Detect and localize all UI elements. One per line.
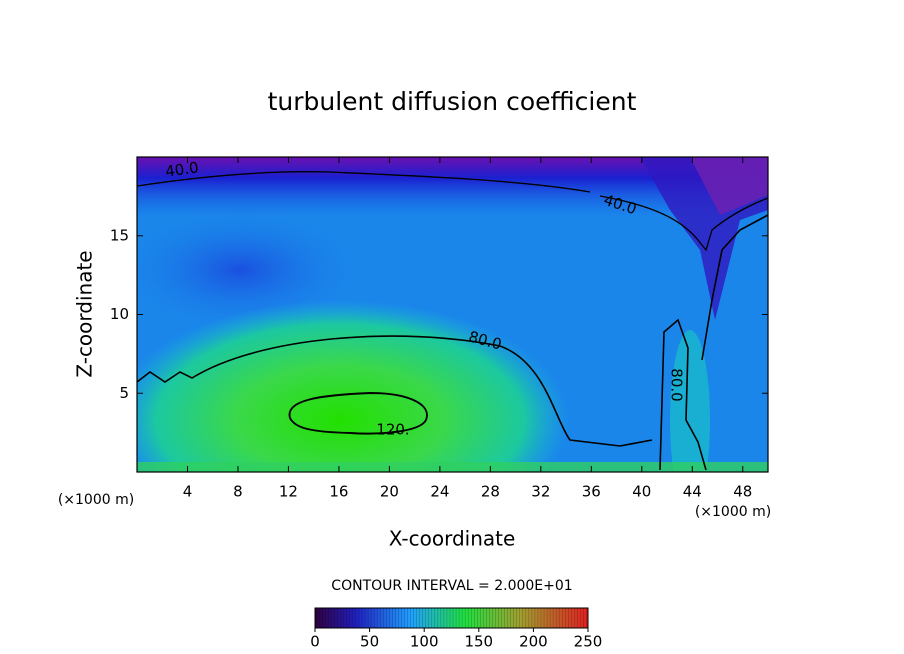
field-region (670, 330, 710, 472)
x-tick-label: 20 (380, 483, 399, 501)
colorbar (314, 607, 589, 629)
y-axis-label: Z-coordinate (73, 250, 97, 377)
y-tick-label: 10 (110, 305, 129, 323)
contour-interval: CONTOUR INTERVAL = 2.000E+01 (331, 578, 572, 594)
y-tick-label: 15 (110, 226, 129, 244)
x-tick-label: 36 (582, 483, 601, 501)
x-tick-label: 12 (279, 483, 298, 501)
contour-line (599, 195, 769, 252)
colorbar-tick-label: 250 (574, 633, 603, 651)
colorbar-tick-label: 200 (519, 633, 548, 651)
x-tick-label: 40 (632, 483, 651, 501)
x-unit: (×1000 m) (695, 504, 771, 520)
x-tick-label: 4 (183, 483, 193, 501)
colorbar-tick-label: 50 (360, 633, 379, 651)
x-tick-label: 44 (683, 483, 702, 501)
contour-line (288, 392, 428, 435)
chart-title: turbulent diffusion coefficient (268, 87, 637, 116)
colorbar-tick-label: 150 (464, 633, 493, 651)
field-region (137, 300, 570, 472)
field-region (137, 210, 360, 330)
field-region (137, 462, 768, 472)
contour-line (136, 335, 653, 447)
field-region (690, 157, 768, 215)
contour-line (136, 171, 591, 193)
y-tick-label: 5 (119, 384, 129, 402)
x-tick-label: 28 (481, 483, 500, 501)
x-tick-label: 32 (531, 483, 550, 501)
x-tick-label: 24 (430, 483, 449, 501)
contour-label: 120. (376, 421, 409, 439)
colorbar-tick-label: 0 (310, 633, 320, 651)
contour-label: 40.0 (164, 158, 200, 180)
x-tick-label: 8 (233, 483, 243, 501)
x-tick-label: 16 (329, 483, 348, 501)
x-axis-label: X-coordinate (389, 527, 516, 551)
contour-label: 80.0 (668, 368, 686, 401)
x-tick-label: 48 (733, 483, 752, 501)
x-unit: (×1000 m) (58, 492, 134, 508)
field (137, 157, 768, 472)
colorbar-tick-label: 100 (410, 633, 439, 651)
contour-line (659, 214, 769, 471)
